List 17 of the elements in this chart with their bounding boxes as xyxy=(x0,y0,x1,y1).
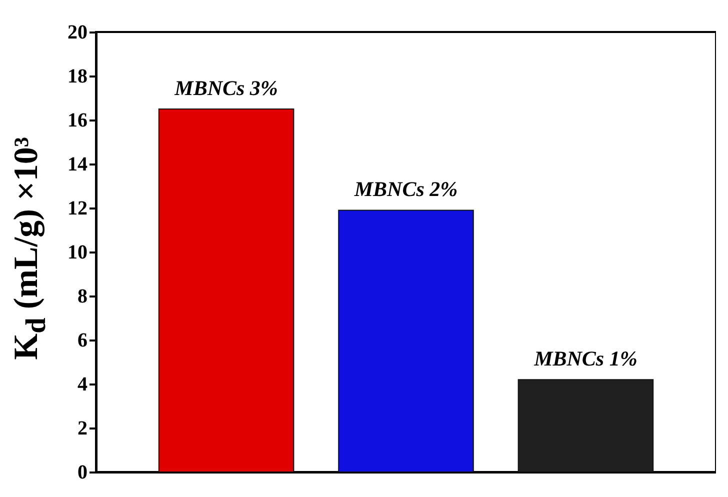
y-tick-label: 12 xyxy=(68,198,88,220)
bar xyxy=(338,210,474,472)
y-tick-label: 14 xyxy=(68,154,88,176)
y-tick-label: 16 xyxy=(68,110,88,132)
y-tick-label: 6 xyxy=(78,330,88,352)
x-tick-label: MBNCs 2% xyxy=(353,177,458,202)
bar xyxy=(158,108,294,472)
bar xyxy=(518,379,654,472)
y-tick-label: 20 xyxy=(68,22,88,44)
y-tick-label: 0 xyxy=(78,462,88,484)
y-tick-label: 4 xyxy=(78,374,88,396)
y-tick-label: 18 xyxy=(68,66,88,88)
y-tick-label: 2 xyxy=(78,418,88,440)
x-tick-label: MBNCs 3% xyxy=(174,76,278,100)
y-tick-label: 10 xyxy=(68,242,88,264)
x-tick-label: MBNCs 1% xyxy=(533,346,638,371)
y-tick-label: 8 xyxy=(78,286,88,308)
